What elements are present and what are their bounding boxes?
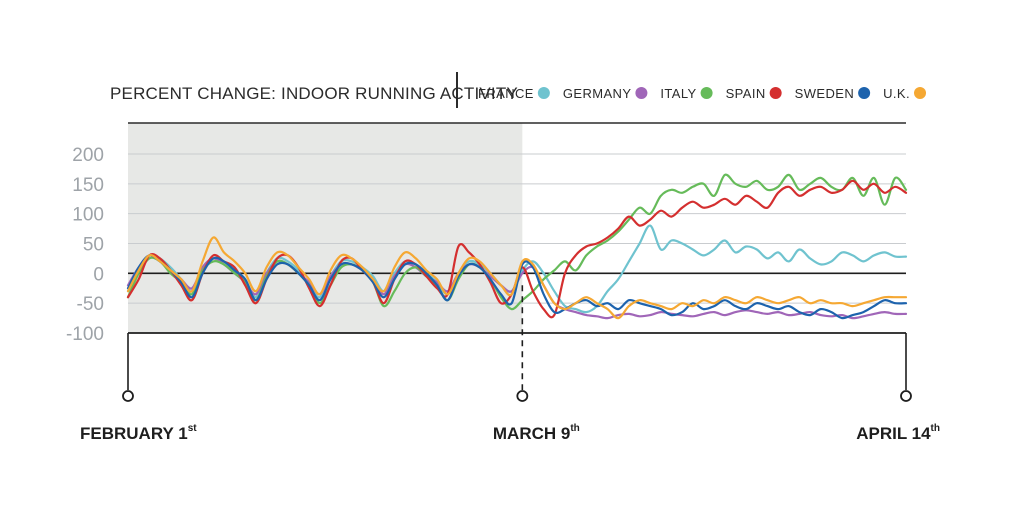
legend-swatch	[537, 87, 550, 99]
x-label-sup: st	[188, 423, 198, 434]
legend-label: U.K.	[883, 86, 910, 101]
y-tick-label: 50	[83, 235, 104, 256]
legend-swatch	[858, 87, 871, 99]
legend-swatch	[635, 87, 648, 99]
legend-swatch	[769, 87, 782, 99]
y-tick-label: -50	[77, 294, 104, 315]
legend-label: SWEDEN	[795, 86, 854, 101]
x-marker-dot	[516, 390, 529, 402]
legend-swatch	[914, 87, 927, 99]
legend-label: SPAIN	[726, 86, 766, 101]
series-line-sweden	[126, 254, 908, 320]
legend: FRANCE GERMANY ITALY SPAIN SWEDEN U.K.	[478, 86, 927, 101]
x-label-sup: th	[931, 423, 940, 434]
x-axis: FEBRUARY 1st MARCH 9th APRIL 14th	[80, 285, 940, 443]
x-label-text: APRIL 14	[856, 424, 931, 443]
series-line-uk	[126, 236, 908, 320]
plot-area	[126, 122, 908, 334]
series-lines	[126, 173, 908, 320]
legend-swatch	[700, 87, 713, 99]
y-tick-label: 0	[93, 264, 104, 285]
legend-label: ITALY	[660, 86, 696, 101]
y-axis: 200 150 100 50 0 -50 -100	[66, 145, 104, 345]
legend-label: GERMANY	[563, 86, 632, 101]
x-axis-label: MARCH 9th	[493, 423, 580, 443]
x-label-text: FEBRUARY 1	[80, 424, 188, 443]
x-axis-label: FEBRUARY 1st	[80, 423, 197, 443]
x-label-sup: th	[570, 423, 579, 434]
y-tick-label: 100	[72, 205, 104, 226]
chart-title: PERCENT CHANGE: INDOOR RUNNING ACTIVITY	[110, 84, 518, 103]
legend-label: FRANCE	[478, 86, 534, 101]
y-tick-label: 200	[72, 145, 104, 166]
x-axis-label: APRIL 14th	[856, 423, 940, 443]
y-tick-label: -100	[66, 324, 104, 345]
y-tick-label: 150	[72, 175, 104, 196]
x-marker-dot	[122, 390, 134, 402]
x-label-text: MARCH 9	[493, 424, 570, 443]
x-marker-dot	[900, 390, 912, 402]
